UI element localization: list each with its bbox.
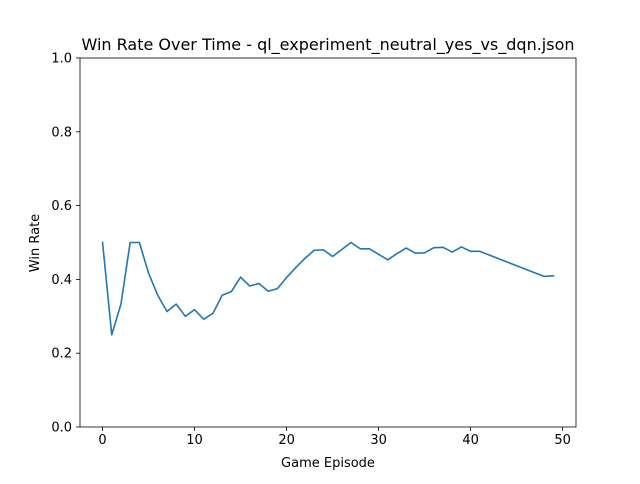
x-tick-label: 40 — [462, 433, 479, 448]
x-tick-label: 20 — [278, 433, 295, 448]
y-tick-label: 0.0 — [51, 421, 72, 436]
y-tick-label: 0.4 — [51, 273, 72, 288]
chart-title: Win Rate Over Time - ql_experiment_neutr… — [81, 35, 574, 55]
x-tick-label: 30 — [370, 433, 387, 448]
y-tick-label: 1.0 — [51, 52, 72, 67]
x-tick-label: 10 — [186, 433, 203, 448]
x-axis-label: Game Episode — [281, 456, 375, 471]
y-tick-label: 0.2 — [51, 347, 72, 362]
x-tick-label: 50 — [554, 433, 571, 448]
y-tick-label: 0.6 — [51, 199, 72, 214]
x-tick-label: 0 — [98, 433, 106, 448]
y-tick-label: 0.8 — [51, 125, 72, 140]
y-axis-label: Win Rate — [28, 214, 43, 272]
